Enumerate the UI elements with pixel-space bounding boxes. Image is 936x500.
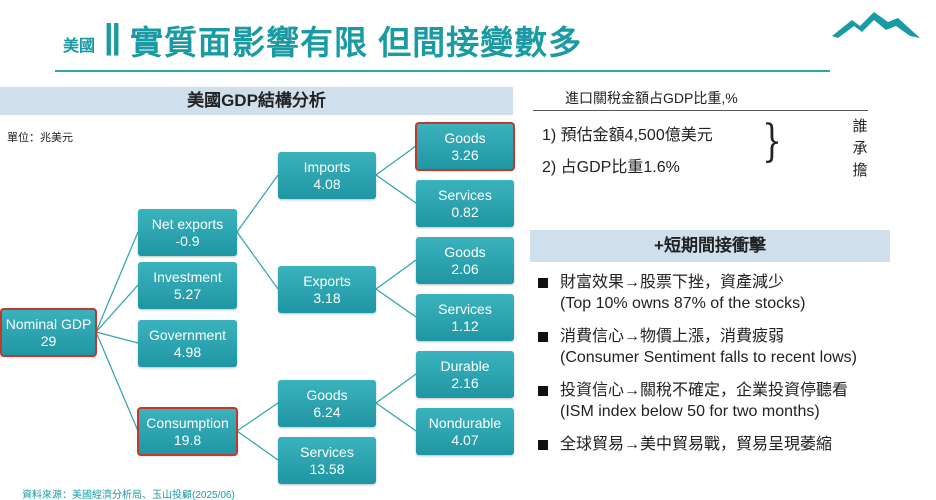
square-bullet-icon [538,386,548,396]
node-exports-goods: Goods 2.06 [416,237,514,284]
node-consumption: Consumption 19.8 [137,407,238,456]
header-rule [55,70,830,72]
node-value: 4.08 [313,175,341,192]
link-imports-services [375,174,417,204]
link-exports-goods [375,259,417,290]
node-value: 19.8 [173,431,202,448]
page-title: 實質面影響有限 但間接變數多 [130,24,583,61]
source-note: 資料來源：美國經濟分析局、玉山投顧(2025/06) [22,490,235,500]
bullet-item: 財富效果→股票下挫，資產減少 (Top 10% owns 87% of the … [538,272,928,314]
node-government: Government 4.98 [138,320,237,367]
tariff-item-amount: 1) 預估金額4,500億美元 [542,127,713,144]
node-exports-services: Services 1.12 [416,294,514,341]
node-label: Exports [303,272,351,289]
node-value: 2.06 [451,260,479,277]
node-net-exports: Net exports -0.9 [138,209,237,256]
node-value: 4.07 [451,431,479,448]
node-consumption-goods: Goods 6.24 [278,380,376,427]
tariff-heading-rule [533,110,868,111]
link-goods-nondurable [375,402,417,432]
node-label: Goods [444,129,486,146]
bullet-subline: (Top 10% owns 87% of the stocks) [560,295,806,312]
unit-label: 單位：兆美元 [7,132,73,144]
link-root-government [95,331,139,344]
node-label: Nondurable [428,414,502,431]
node-imports-services: Services 0.82 [416,180,514,227]
curly-brace: } [762,116,782,167]
node-value: 5.27 [173,285,202,302]
tariff-item-share: 2) 占GDP比重1.6% [542,159,680,176]
node-label: Investment [153,268,222,285]
who-char: 承 [852,140,868,157]
link-goods-durable [375,373,417,404]
bullet-line: 投資信心→關稅不確定，企業投資停聽看 [560,382,849,399]
header-divider-bars: || [104,18,121,56]
bullet-line: 全球貿易→美中貿易戰，貿易呈現萎縮 [560,436,833,453]
node-label: Services [438,300,492,317]
link-consumption-goods [236,402,279,432]
who-char: 誰 [852,118,868,135]
node-label: Services [300,443,354,460]
link-root-investment [95,284,139,333]
node-consumption-services: Services 13.58 [278,437,376,484]
bullet-subline: (ISM index below 50 for two months) [560,403,820,420]
node-value: 6.24 [313,403,341,420]
node-durable: Durable 2.16 [416,351,514,398]
link-root-netexports [95,231,139,333]
indirect-impact-band-title: +短期間接衝擊 [530,230,890,262]
node-label: Durable [440,357,490,374]
node-label: Consumption [146,414,229,431]
node-value: 1.12 [451,317,479,334]
node-label: Net exports [151,215,224,232]
node-imports-goods: Goods 3.26 [415,122,515,171]
node-value: 0.82 [451,203,479,220]
bullet-line: 財富效果→股票下挫，資產減少 [560,274,785,291]
node-nondurable: Nondurable 4.07 [416,408,514,455]
square-bullet-icon [538,278,548,288]
node-value: -0.9 [175,232,200,249]
link-netexports-imports [236,174,279,233]
node-value: 2.16 [451,374,479,391]
who-bears-label: 誰 承 擔 [851,116,869,182]
who-char: 擔 [852,162,868,179]
node-label: Imports [303,158,351,175]
node-value: 3.18 [313,289,341,306]
bullet-item: 投資信心→關稅不確定，企業投資停聽看 (ISM index below 50 f… [538,380,928,422]
header-tag: 美國 [63,38,96,55]
bullet-item: 消費信心→物價上漲，消費疲弱 (Consumer Sentiment falls… [538,326,928,368]
bullet-subline: (Consumer Sentiment falls to recent lows… [560,349,857,366]
link-exports-services [375,288,417,318]
link-imports-goods [375,145,417,176]
node-nominal-gdp: Nominal GDP 29 [0,308,97,357]
node-value: 13.58 [309,460,345,477]
tariff-share-heading: 進口關稅金額占GDP比重,% [565,90,738,106]
square-bullet-icon [538,332,548,342]
bullet-item: 全球貿易→美中貿易戰，貿易呈現萎縮 [538,434,928,455]
link-netexports-exports [236,231,279,290]
node-exports: Exports 3.18 [278,266,376,313]
square-bullet-icon [538,440,548,450]
node-value: 29 [40,332,57,349]
impact-bullet-list: 財富效果→股票下挫，資產減少 (Top 10% owns 87% of the … [538,272,928,467]
mountain-logo-icon [832,12,920,38]
link-root-consumption [95,331,139,432]
gdp-structure-band-title: 美國GDP結構分析 [0,87,513,115]
node-investment: Investment 5.27 [138,262,237,309]
node-label: Nominal GDP [5,315,92,332]
node-label: Goods [444,243,486,260]
node-imports: Imports 4.08 [278,152,376,199]
node-label: Services [438,186,492,203]
node-label: Goods [306,386,348,403]
link-consumption-services [236,430,279,461]
node-value: 4.98 [173,343,202,360]
node-label: Government [148,326,227,343]
bullet-line: 消費信心→物價上漲，消費疲弱 [560,328,785,345]
node-value: 3.26 [451,146,479,163]
